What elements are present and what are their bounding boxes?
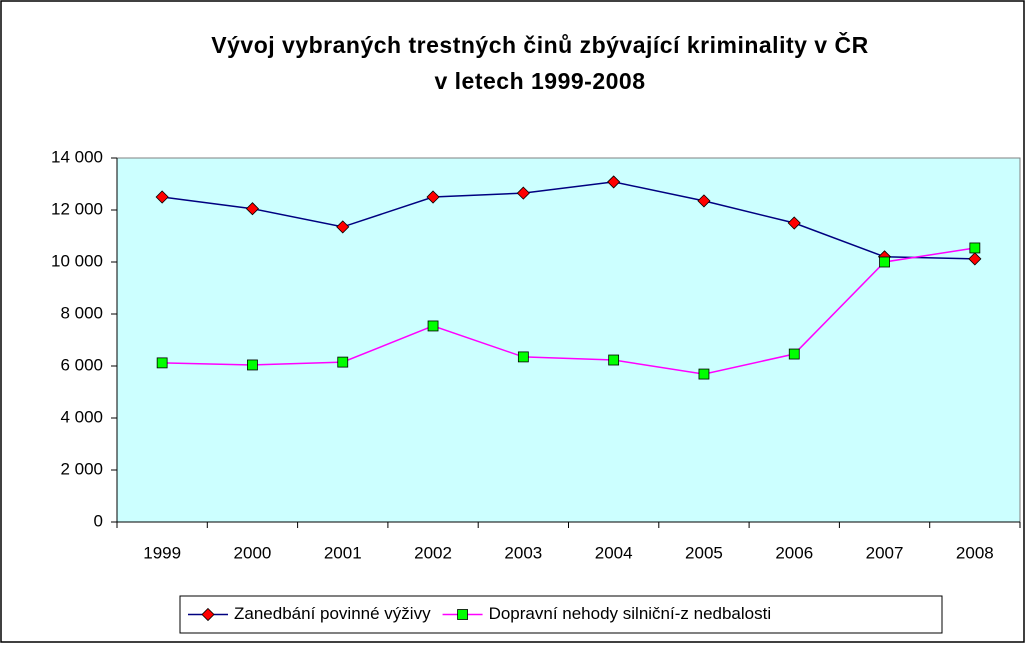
y-tick-label: 0 <box>94 511 103 530</box>
data-point <box>608 354 620 366</box>
data-point <box>426 190 440 204</box>
data-point <box>969 242 981 254</box>
x-tick-label: 2000 <box>234 543 272 562</box>
legend-box <box>179 595 943 634</box>
legend-label: Dopravní nehody silniční-z nedbalosti <box>489 604 772 623</box>
data-point <box>156 357 168 369</box>
series-line <box>162 247 975 375</box>
data-point <box>787 216 801 230</box>
x-tick-label: 2008 <box>956 543 994 562</box>
x-tick-label: 2005 <box>685 543 723 562</box>
data-point <box>607 175 621 189</box>
y-tick-label: 6 000 <box>60 355 103 374</box>
data-point <box>698 368 710 380</box>
x-tick-label: 2002 <box>414 543 452 562</box>
data-point <box>155 190 169 204</box>
x-tick-label: 2004 <box>595 543 633 562</box>
y-tick-label: 4 000 <box>60 407 103 426</box>
x-tick-label: 2006 <box>775 543 813 562</box>
chart-title: v letech 1999-2008 <box>434 68 645 94</box>
x-tick-label: 2001 <box>324 543 362 562</box>
x-tick-label: 2003 <box>504 543 542 562</box>
data-point <box>247 359 258 371</box>
data-point <box>516 186 530 200</box>
y-tick-label: 2 000 <box>60 459 103 478</box>
data-point <box>879 256 890 268</box>
series-line <box>162 181 975 260</box>
data-point <box>968 252 982 266</box>
x-tick-label: 1999 <box>143 543 181 562</box>
data-point <box>788 348 800 360</box>
data-point <box>427 320 439 332</box>
data-point <box>697 194 711 208</box>
plot-area <box>116 157 1021 523</box>
y-tick-label: 12 000 <box>51 199 103 218</box>
legend-marker <box>457 609 468 620</box>
legend-marker <box>201 607 215 622</box>
data-point <box>337 356 349 368</box>
y-tick-label: 8 000 <box>60 303 103 322</box>
legend-label: Zanedbání povinné výživy <box>234 604 431 623</box>
data-point <box>245 202 260 216</box>
x-tick-label: 2007 <box>866 543 904 562</box>
chart-title: Vývoj vybraných trestných činů zbývající… <box>211 31 868 58</box>
y-tick-label: 10 000 <box>51 251 103 270</box>
data-point <box>336 220 350 234</box>
data-point <box>517 351 529 363</box>
y-tick-label: 14 000 <box>51 147 103 166</box>
